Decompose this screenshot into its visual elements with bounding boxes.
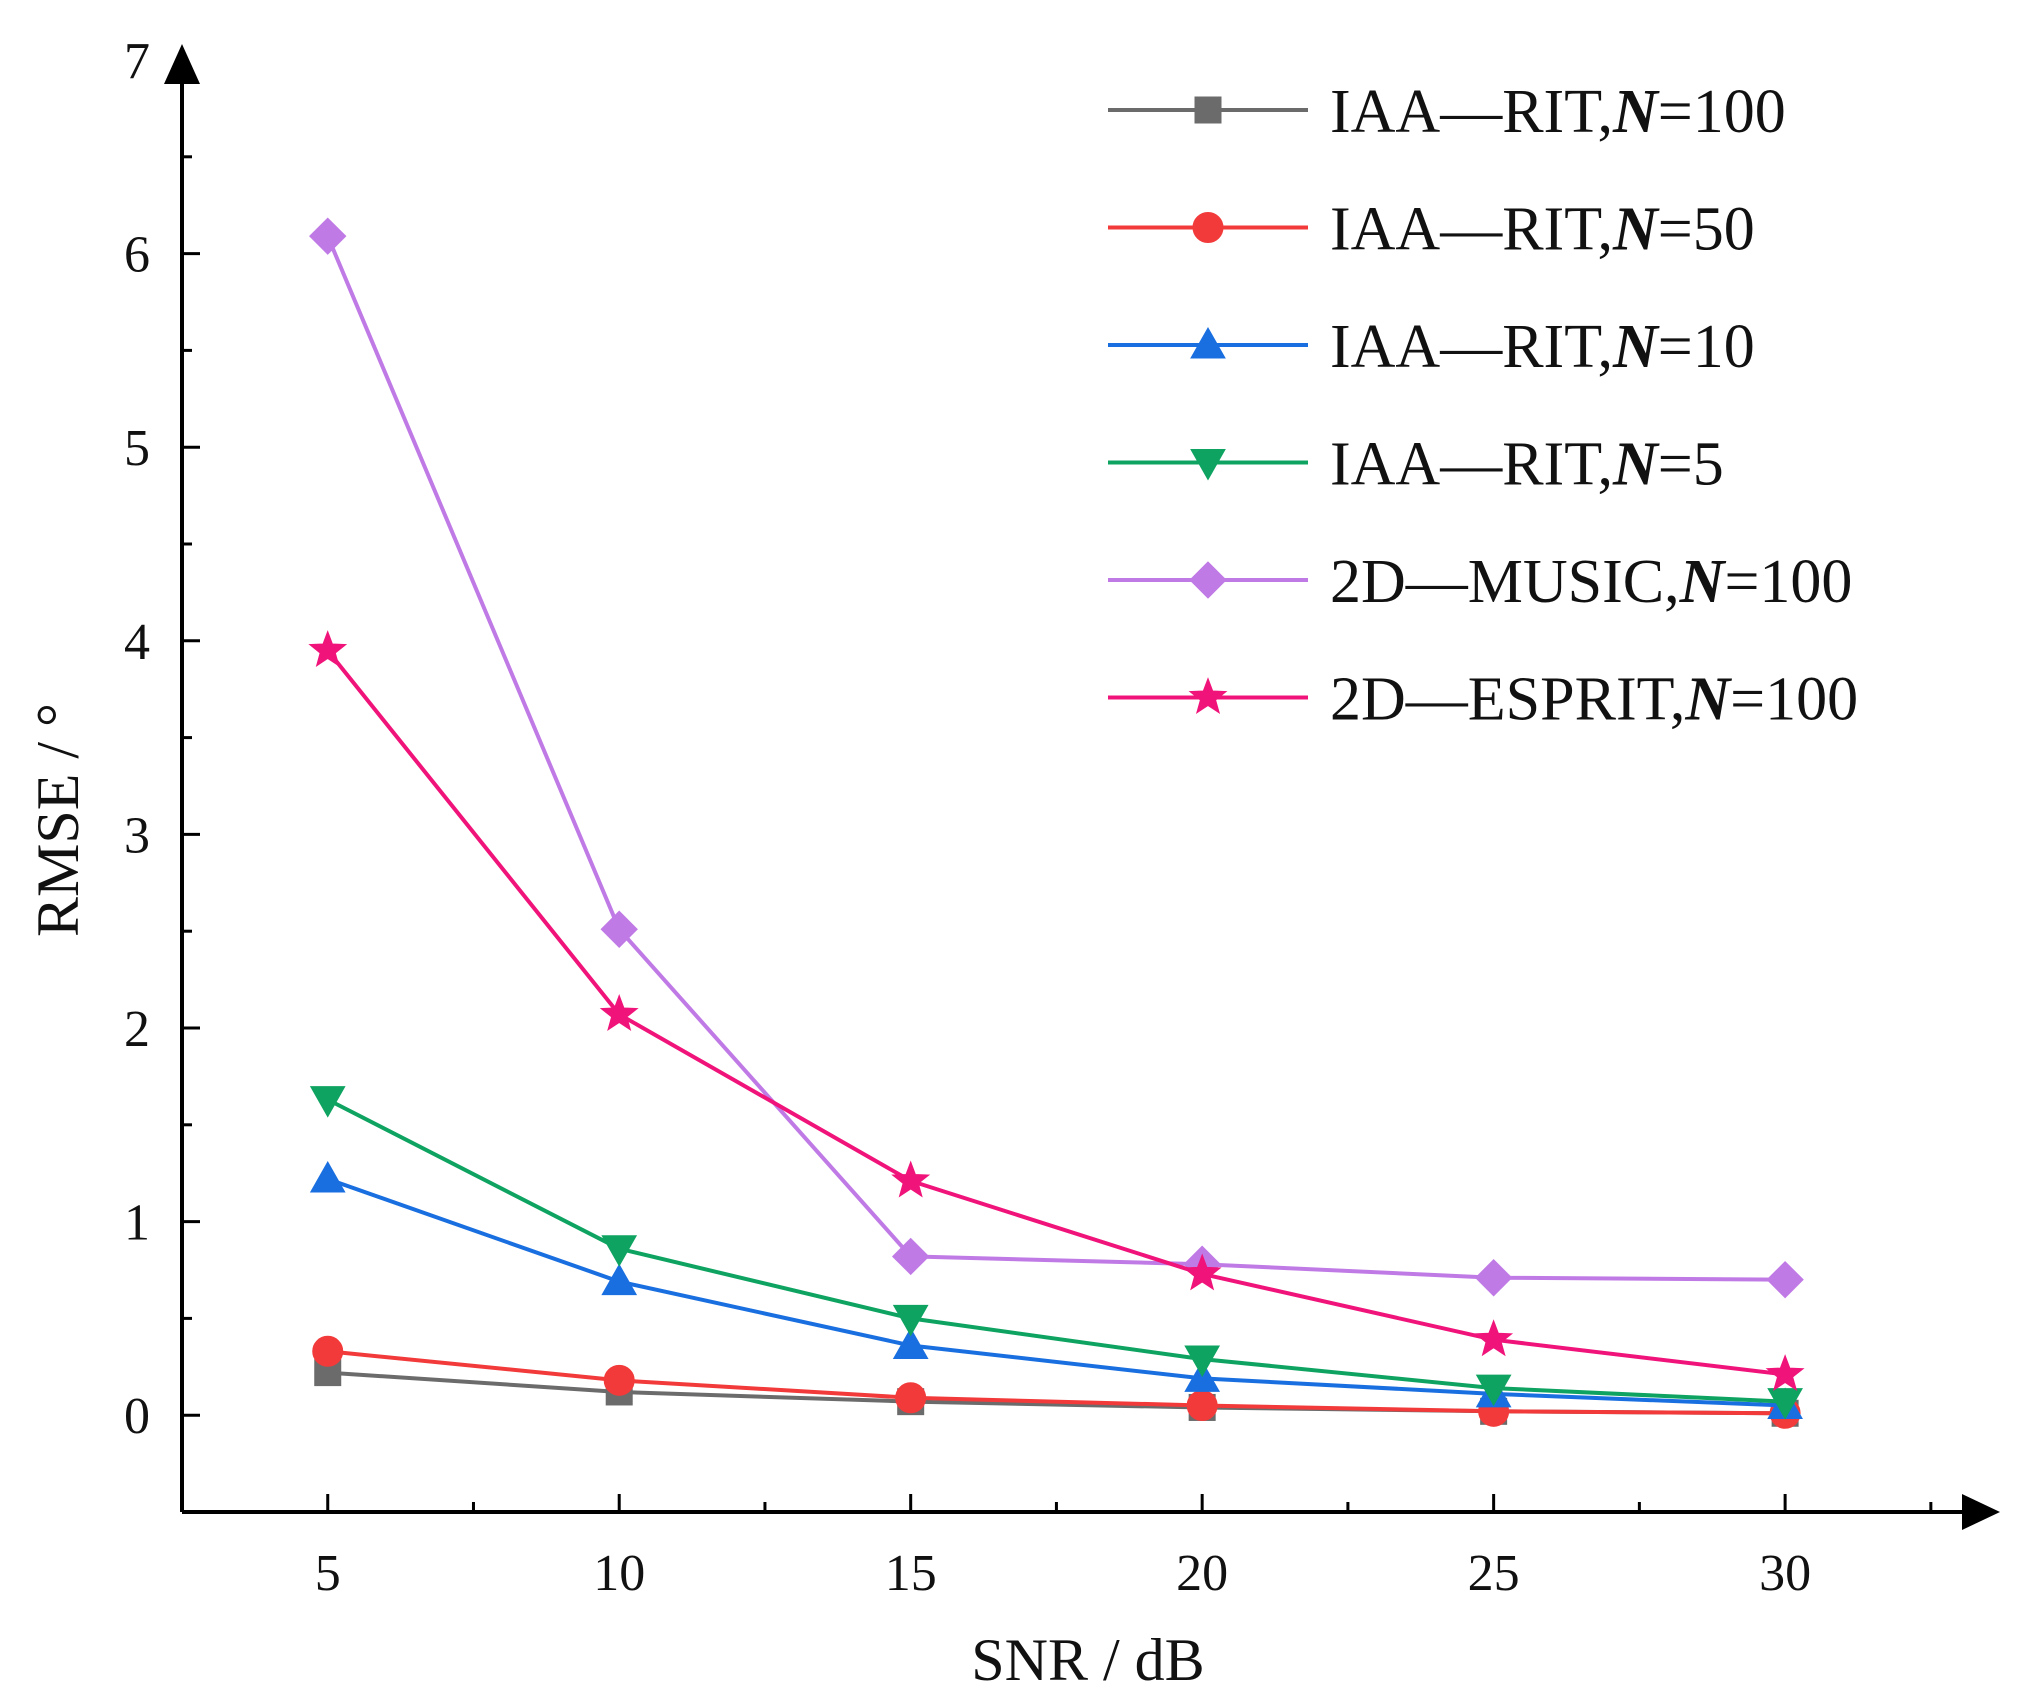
series-4: [309, 1086, 1803, 1420]
legend-marker: [1190, 326, 1226, 359]
data-point: [1474, 1319, 1514, 1357]
data-point: [601, 1263, 638, 1296]
data-point: [603, 1364, 635, 1396]
data-point: [895, 1382, 927, 1414]
x-tick-label: 25: [1468, 1545, 1520, 1602]
axes: 5 10 15 20 25 30 0 1 2 3 4 5 6 7: [124, 33, 2000, 1602]
series-6: [308, 630, 1805, 1392]
data-point: [1475, 1374, 1512, 1407]
legend-marker: [1190, 449, 1226, 481]
data-point: [1474, 1259, 1513, 1297]
legend-entry-1: IAA—RIT,N=100: [1108, 78, 1786, 146]
data-point: [312, 1335, 344, 1367]
data-point: [599, 993, 639, 1031]
y-tick-label: 6: [124, 227, 150, 284]
legend-label: IAA—RIT,N=5: [1330, 431, 1724, 499]
series-line: [326, 649, 1786, 1377]
data-point: [1182, 1253, 1222, 1291]
data-point: [1766, 1260, 1804, 1299]
data-point: [892, 1304, 929, 1337]
data-point: [1186, 1390, 1218, 1422]
legend-marker: [1189, 561, 1227, 599]
x-tick-label: 10: [593, 1545, 645, 1602]
legend: IAA—RIT,N=100 IAA—RIT,N=50 IAA—RIT,N=10 IAA…: [1108, 78, 1858, 734]
y-axis-title: RMSE / °: [25, 703, 91, 937]
data-point: [601, 1235, 638, 1267]
x-tick-label: 30: [1759, 1545, 1811, 1602]
data-point: [309, 1086, 346, 1118]
series-line: [326, 1097, 1786, 1404]
data-point: [1184, 1345, 1221, 1378]
data-point: [891, 1160, 931, 1198]
data-point: [600, 910, 638, 948]
series-layer: [308, 217, 1805, 1429]
data-point: [309, 1160, 346, 1193]
x-axis-title: SNR / dB: [971, 1627, 1204, 1693]
y-tick-label: 7: [124, 33, 150, 90]
legend-entry-4: IAA—RIT,N=5: [1108, 431, 1724, 499]
legend-label: IAA—RIT,N=50: [1330, 196, 1755, 264]
x-axis-arrow: [1962, 1494, 2000, 1530]
x-tick-label: 20: [1176, 1545, 1228, 1602]
legend-entry-2: IAA—RIT,N=50: [1108, 196, 1755, 264]
y-tick-label: 2: [124, 1001, 150, 1058]
y-axis-arrow: [164, 44, 200, 84]
y-tick-label: 5: [124, 420, 150, 477]
legend-marker: [1192, 212, 1224, 243]
series-line: [327, 1177, 1786, 1408]
series-3: [309, 1160, 1803, 1420]
series-line: [325, 235, 1786, 1282]
data-point: [891, 1237, 930, 1276]
y-tick-label: 0: [124, 1388, 150, 1445]
legend-entry-6: 2D—ESPRIT,N=100: [1108, 666, 1858, 734]
legend-label: IAA—RIT,N=100: [1330, 78, 1786, 146]
data-point: [308, 630, 348, 668]
legend-marker: [1188, 677, 1228, 715]
series-2: [312, 1335, 1801, 1429]
y-tick-label: 4: [124, 614, 150, 671]
legend-entry-5: 2D—MUSIC,N=100: [1108, 548, 1852, 616]
series-line: [327, 1349, 1786, 1416]
legend-label: IAA—RIT,N=10: [1330, 313, 1755, 381]
data-point: [1767, 1388, 1803, 1420]
y-tick-label: 1: [124, 1195, 150, 1252]
x-tick-label: 15: [885, 1545, 937, 1602]
y-tick-label: 3: [124, 807, 150, 864]
data-point: [1765, 1354, 1805, 1392]
x-tick-label: 5: [315, 1545, 341, 1602]
data-point: [892, 1327, 929, 1360]
series-5: [309, 217, 1804, 1299]
legend-label: 2D—MUSIC,N=100: [1330, 548, 1852, 616]
legend-marker: [1194, 96, 1222, 124]
legend-entry-3: IAA—RIT,N=10: [1108, 313, 1755, 381]
legend-label: 2D—ESPRIT,N=100: [1330, 666, 1858, 734]
data-point: [309, 217, 347, 255]
